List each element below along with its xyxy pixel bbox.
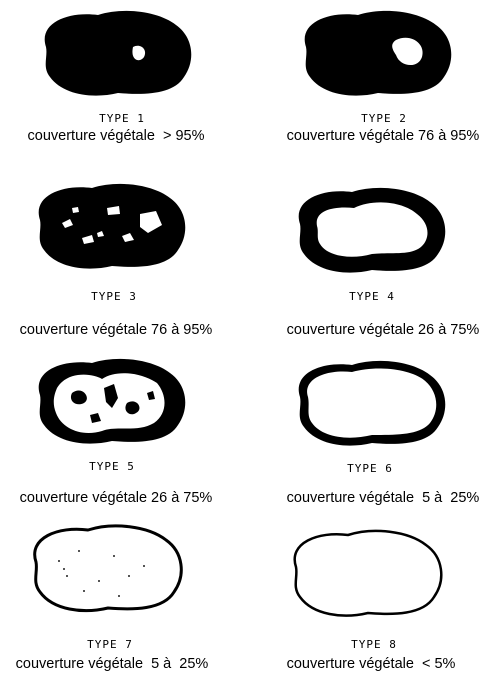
type-label: TYPE 1 [99, 112, 145, 125]
cover-label: couverture végétale > 95% [28, 128, 205, 144]
cover-label: couverture végétale < 5% [287, 656, 456, 672]
vegetation-shape [45, 11, 192, 96]
cover-label: couverture végétale 5 à 25% [16, 656, 209, 672]
figure: TYPE 1 couverture végétale > 95% TYPE 2 … [0, 0, 490, 674]
vegetation-shape [39, 359, 186, 444]
vegetation-shape [299, 188, 446, 273]
cover-label: couverture végétale 76 à 95% [20, 322, 213, 338]
type-label: TYPE 7 [87, 638, 133, 651]
type-label: TYPE 2 [361, 112, 407, 125]
cover-label: couverture végétale 76 à 95% [287, 128, 480, 144]
vegetation-shape [39, 184, 186, 269]
type-label: TYPE 3 [91, 290, 137, 303]
vegetation-shape [305, 11, 452, 96]
type-label: TYPE 6 [347, 462, 393, 475]
vegetation-shape [35, 526, 182, 611]
vegetation-shape [299, 361, 446, 446]
cover-label: couverture végétale 26 à 75% [287, 322, 480, 338]
vegetation-shape [295, 531, 442, 616]
type-label: TYPE 8 [351, 638, 397, 651]
type-label: TYPE 5 [89, 460, 135, 473]
cover-label: couverture végétale 26 à 75% [20, 490, 213, 506]
cover-label: couverture végétale 5 à 25% [287, 490, 480, 506]
type-label: TYPE 4 [349, 290, 395, 303]
